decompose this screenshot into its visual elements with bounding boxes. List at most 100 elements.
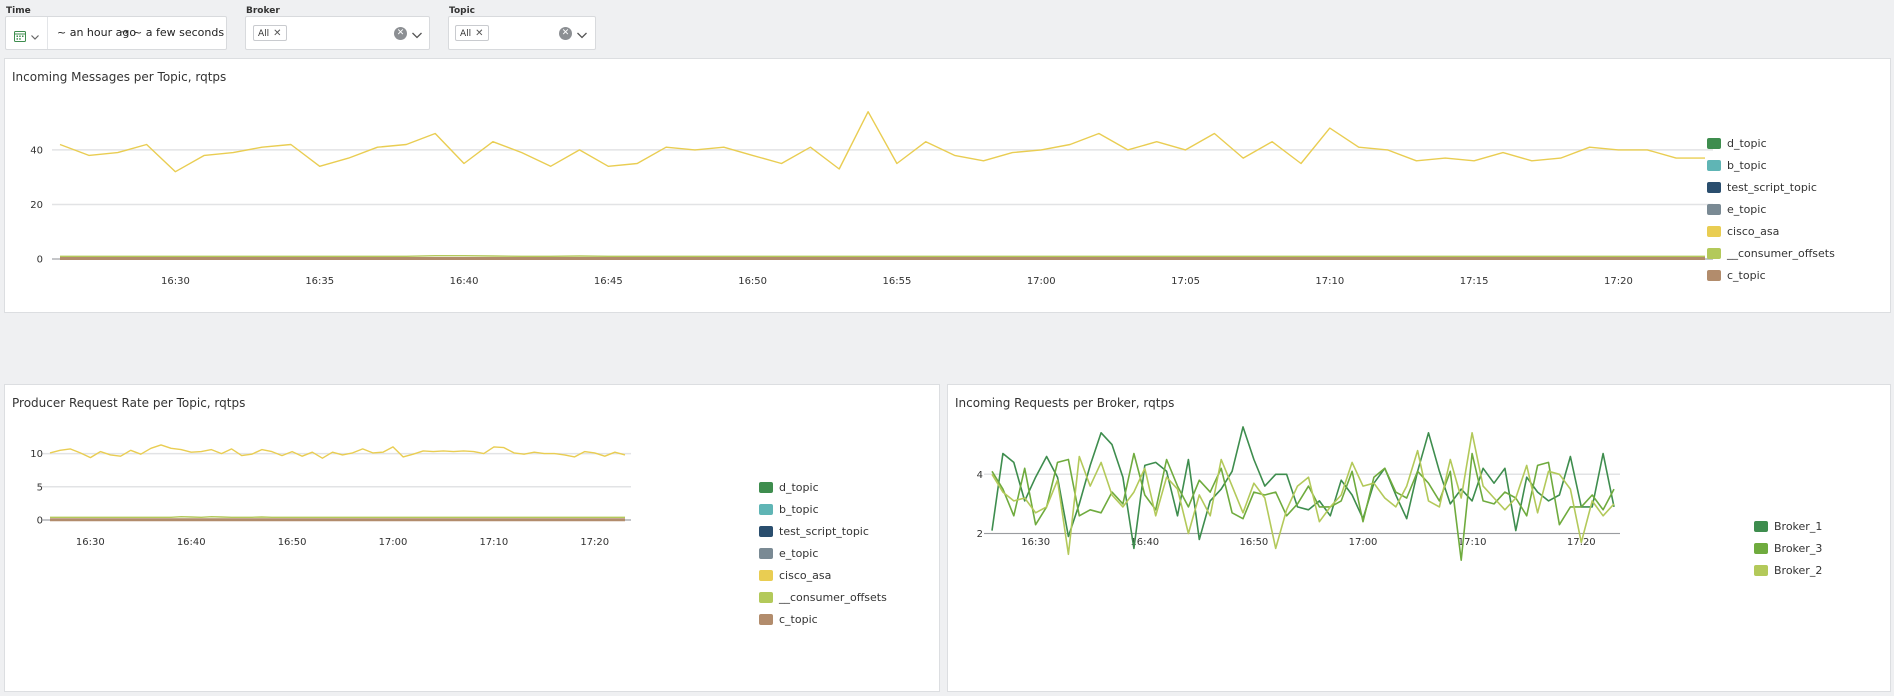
legend-item-Broker-1[interactable]: Broker_1	[1754, 515, 1822, 537]
series-line-Broker_3	[991, 452, 1615, 561]
legend-label: b_topic	[1727, 158, 1767, 172]
y-tick-label: 5	[37, 482, 43, 493]
legend-label: e_topic	[1727, 202, 1767, 216]
topic-tag[interactable]: All ✕	[455, 25, 489, 41]
legend-label: cisco_asa	[1727, 224, 1780, 238]
chevron-down-icon[interactable]	[30, 27, 40, 46]
chevron-down-icon[interactable]	[411, 26, 423, 45]
time-from[interactable]: ~ an hour ago	[57, 26, 137, 39]
x-tick-label: 17:20	[1604, 276, 1633, 287]
legend-swatch	[1707, 203, 1721, 215]
x-tick-label: 17:00	[1349, 537, 1378, 548]
legend-swatch	[759, 613, 773, 625]
legend-label: test_script_topic	[1727, 180, 1817, 194]
topic-filter: Topic	[448, 6, 475, 16]
topic-filter-label: Topic	[449, 6, 475, 16]
legend-swatch	[759, 525, 773, 537]
remove-tag-icon[interactable]: ✕	[273, 28, 282, 39]
legend-item-b-topic[interactable]: b_topic	[1707, 154, 1835, 176]
series-line-cisco_asa	[59, 111, 1705, 173]
x-tick-label: 16:30	[76, 537, 105, 548]
x-tick-label: 16:45	[594, 276, 623, 287]
arrow-icon: →	[120, 27, 129, 38]
legend-label: Broker_3	[1774, 541, 1823, 555]
legend-item-e-topic[interactable]: e_topic	[759, 542, 887, 564]
legend-label: d_topic	[1727, 136, 1767, 150]
legend-item-test-script-topic[interactable]: test_script_topic	[1707, 176, 1835, 198]
legend-swatch	[1754, 564, 1768, 576]
legend-label: d_topic	[779, 480, 819, 494]
legend-swatch	[1707, 225, 1721, 237]
legend-item-c-topic[interactable]: c_topic	[1707, 264, 1835, 286]
legend-label: __consumer_offsets	[1727, 246, 1835, 260]
incoming-requests-broker-panel: Incoming Requests per Broker, rqtps 2 4 16…	[947, 384, 1891, 692]
x-tick-label: 17:15	[1460, 276, 1489, 287]
panel-title: Incoming Requests per Broker, rqtps	[955, 396, 1175, 410]
clear-icon[interactable]: ✕	[559, 27, 572, 40]
x-tick-label: 16:40	[450, 276, 479, 287]
calendar-icon[interactable]	[14, 27, 26, 46]
series-line-Broker_1	[991, 426, 1615, 550]
legend-label: e_topic	[779, 546, 819, 560]
legend-item-cisco-asa[interactable]: cisco_asa	[759, 564, 887, 586]
broker-select[interactable]: All ✕ ✕	[245, 16, 430, 50]
broker-tag[interactable]: All ✕	[253, 25, 287, 41]
time-filter-label: Time	[6, 6, 31, 16]
legend-item-d-topic[interactable]: d_topic	[1707, 132, 1835, 154]
legend-label: c_topic	[1727, 268, 1766, 282]
series-line-cisco_asa	[49, 444, 626, 459]
legend-swatch	[1754, 520, 1768, 532]
legend-label: b_topic	[779, 502, 819, 516]
panel-title: Producer Request Rate per Topic, rqtps	[12, 396, 246, 410]
legend-swatch	[759, 481, 773, 493]
y-tick-label: 20	[30, 200, 43, 211]
producer-request-rate-chart[interactable]: 0 5 10 16:30 16:40 16:50 17:00 17:10 17:20	[5, 385, 941, 693]
legend-swatch	[759, 569, 773, 581]
y-tick-label: 4	[977, 470, 983, 481]
broker-filter: Broker	[245, 6, 280, 16]
x-tick-label: 16:40	[177, 537, 206, 548]
x-tick-label: 17:05	[1171, 276, 1200, 287]
y-tick-label: 40	[30, 145, 43, 156]
x-tick-label: 16:30	[1021, 537, 1050, 548]
legend-item-e-topic[interactable]: e_topic	[1707, 198, 1835, 220]
y-tick-label: 0	[37, 516, 43, 527]
time-filter: Time	[5, 6, 31, 16]
y-tick-label: 10	[30, 449, 43, 460]
legend-label: cisco_asa	[779, 568, 832, 582]
legend-item-c-topic[interactable]: c_topic	[759, 608, 887, 630]
producer-request-rate-panel: Producer Request Rate per Topic, rqtps 0…	[4, 384, 940, 692]
legend-label: __consumer_offsets	[779, 590, 887, 604]
clear-icon[interactable]: ✕	[394, 27, 407, 40]
legend-item-consumer-offsets[interactable]: __consumer_offsets	[1707, 242, 1835, 264]
legend-item-Broker-3[interactable]: Broker_3	[1754, 537, 1822, 559]
x-tick-label: 16:35	[305, 276, 334, 287]
legend-item-consumer-offsets[interactable]: __consumer_offsets	[759, 586, 887, 608]
legend-swatch	[759, 503, 773, 515]
x-tick-label: 16:40	[1130, 537, 1159, 548]
legend-swatch	[759, 591, 773, 603]
chevron-down-icon[interactable]	[576, 26, 588, 45]
legend-item-cisco-asa[interactable]: cisco_asa	[1707, 220, 1835, 242]
divider	[47, 17, 48, 49]
topic-select[interactable]: All ✕ ✕	[448, 16, 596, 50]
legend-item-d-topic[interactable]: d_topic	[759, 476, 887, 498]
legend-swatch	[1707, 269, 1721, 281]
incoming-messages-panel: Incoming Messages per Topic, rqtps 0 20 40…	[4, 58, 1891, 313]
legend-item-b-topic[interactable]: b_topic	[759, 498, 887, 520]
remove-tag-icon[interactable]: ✕	[475, 28, 484, 39]
legend-item-test-script-topic[interactable]: test_script_topic	[759, 520, 887, 542]
legend-label: Broker_2	[1774, 563, 1823, 577]
x-tick-label: 17:10	[479, 537, 508, 548]
legend-swatch	[1754, 542, 1768, 554]
legend-item-Broker-2[interactable]: Broker_2	[1754, 559, 1822, 581]
x-tick-label: 16:50	[738, 276, 767, 287]
legend-swatch	[1707, 247, 1721, 259]
x-tick-label: 17:00	[379, 537, 408, 548]
panel-title: Incoming Messages per Topic, rqtps	[12, 70, 227, 84]
incoming-messages-chart[interactable]: 0 20 40 16:30 16:35 16:40 16:45 16:50 16:55 17:00…	[5, 59, 1892, 314]
time-range-picker[interactable]: ~ an hour ago → ~ a few seconds ago	[5, 16, 227, 71]
